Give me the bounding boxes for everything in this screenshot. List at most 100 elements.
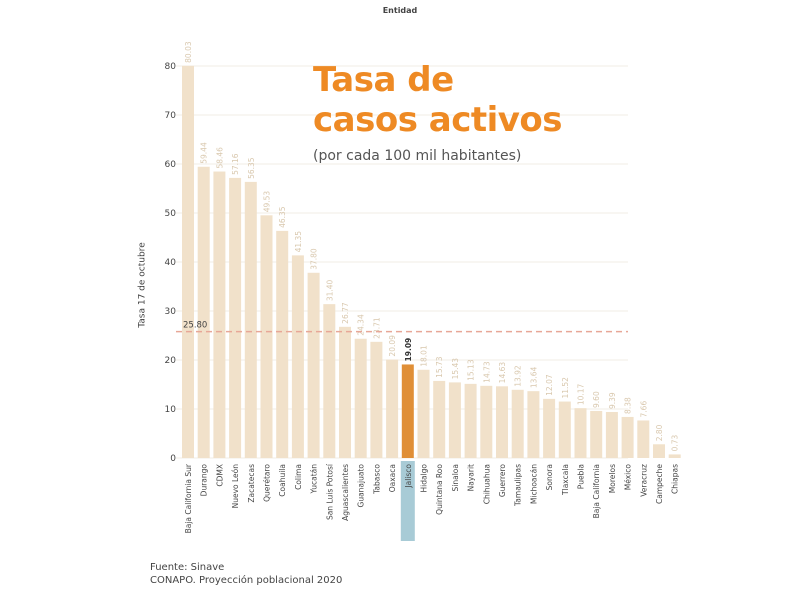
chart-title: Tasa de casos activos — [313, 60, 563, 140]
bar — [213, 171, 226, 458]
chart-title-line-2: casos activos — [313, 100, 563, 140]
y-tick-label: 30 — [165, 307, 177, 317]
bar — [291, 255, 304, 458]
category-label: Coahuila — [278, 464, 287, 497]
bar — [229, 177, 242, 458]
bar-value-label: 41.35 — [294, 231, 303, 253]
y-axis-title: Tasa 17 de octubre — [137, 242, 148, 328]
category-label: Chiapas — [671, 464, 680, 494]
category-label: Michoacán — [529, 464, 538, 504]
bar — [448, 382, 461, 458]
category-label: Yucatán — [310, 464, 319, 495]
bar — [496, 386, 508, 458]
bar-value-label: 10.17 — [577, 383, 586, 405]
bar — [527, 391, 540, 458]
category-label: Guanajuato — [357, 464, 366, 508]
bar — [653, 444, 665, 458]
bar-value-label: 13.64 — [529, 366, 538, 388]
bar-value-label: 15.73 — [435, 356, 444, 378]
bar — [621, 416, 634, 458]
bar-value-label: 12.07 — [545, 374, 554, 396]
bar — [276, 230, 289, 458]
bar — [307, 272, 320, 458]
category-label: Guerrero — [498, 464, 507, 498]
bar-value-label: 9.39 — [608, 392, 617, 409]
bar — [605, 411, 618, 458]
bar — [354, 338, 367, 458]
y-tick-label: 70 — [165, 111, 177, 121]
bar-value-label: 0.73 — [671, 434, 680, 451]
bar-value-label: 80.03 — [184, 41, 193, 63]
y-tick-label: 50 — [165, 209, 177, 219]
bar — [244, 181, 257, 458]
bar — [464, 383, 477, 458]
category-label: Zacatecas — [247, 464, 256, 503]
bar-value-label: 18.01 — [420, 345, 429, 367]
category-label: Jalisco — [404, 464, 413, 489]
category-label: San Luis Potosí — [325, 463, 334, 520]
category-label: CDMX — [215, 464, 224, 487]
category-label: Hidalgo — [420, 464, 429, 493]
y-tick-label: 60 — [165, 160, 177, 170]
category-label: Veracruz — [639, 464, 648, 497]
y-tick-label: 0 — [170, 454, 176, 464]
bar-value-label: 20.09 — [388, 335, 397, 357]
category-label: Tamaulipas — [514, 464, 523, 507]
bar — [433, 380, 446, 458]
chart-subtitle: (por cada 100 mil habitantes) — [313, 148, 522, 164]
category-label: Sinaloa — [451, 464, 460, 491]
y-tick-label: 20 — [165, 356, 177, 366]
bar-value-label: 56.35 — [247, 157, 256, 179]
bar — [197, 166, 210, 458]
category-label: Querétaro — [263, 464, 272, 502]
category-label: Puebla — [577, 464, 586, 489]
bar — [543, 398, 556, 458]
source-line-1: Fuente: Sinave — [150, 562, 225, 573]
bar — [668, 454, 681, 458]
bar-value-label: 8.38 — [624, 397, 633, 414]
bar-value-label: 57.16 — [231, 153, 240, 175]
bar-value-label: 15.13 — [467, 359, 476, 381]
bar — [370, 341, 383, 458]
category-label: Quintana Roo — [435, 464, 444, 515]
y-tick-label: 10 — [165, 405, 177, 415]
bar — [260, 215, 273, 458]
bar — [386, 359, 399, 458]
category-label: Morelos — [608, 464, 617, 493]
bar-value-label: 9.60 — [592, 391, 601, 408]
bar-value-label: 23.71 — [372, 317, 381, 339]
bar — [417, 369, 430, 458]
bar-value-label: 58.46 — [215, 147, 224, 169]
bar — [401, 364, 414, 458]
category-label: Oaxaca — [388, 464, 397, 492]
category-label: Colima — [294, 464, 303, 490]
category-label: Durango — [200, 464, 209, 497]
highlight-label-background — [400, 461, 415, 541]
bar — [637, 420, 650, 458]
category-label: Aguascalientes — [341, 464, 350, 521]
bar — [323, 304, 336, 458]
source-line-2: CONAPO. Proyección poblacional 2020 — [150, 575, 343, 586]
category-label: Baja California Sur — [184, 463, 193, 533]
bar-value-label: 46.35 — [278, 206, 287, 228]
bar — [480, 385, 493, 458]
category-label: Tlaxcala — [561, 464, 570, 496]
category-label: Chihuahua — [482, 464, 491, 504]
bar-value-label: 2.80 — [655, 424, 664, 441]
bar — [574, 408, 587, 458]
category-label: Nayarit — [467, 464, 476, 491]
y-tick-label: 40 — [165, 258, 177, 268]
chart-title-line-1: Tasa de — [313, 60, 454, 100]
bar — [339, 326, 351, 458]
bar-value-label: 14.73 — [482, 361, 491, 383]
y-tick-label: 80 — [165, 62, 177, 72]
category-label: Sonora — [545, 464, 554, 490]
category-label: Baja California — [592, 464, 601, 518]
bar-value-label: 11.52 — [561, 377, 570, 399]
bar-value-label: 49.53 — [263, 191, 272, 213]
bar-value-label: 24.34 — [357, 314, 366, 336]
x-axis-title: Entidad — [382, 6, 418, 15]
bar-value-label: 14.63 — [498, 362, 507, 384]
bar-value-label: 59.44 — [200, 142, 209, 164]
category-label: Nuevo León — [231, 464, 240, 509]
